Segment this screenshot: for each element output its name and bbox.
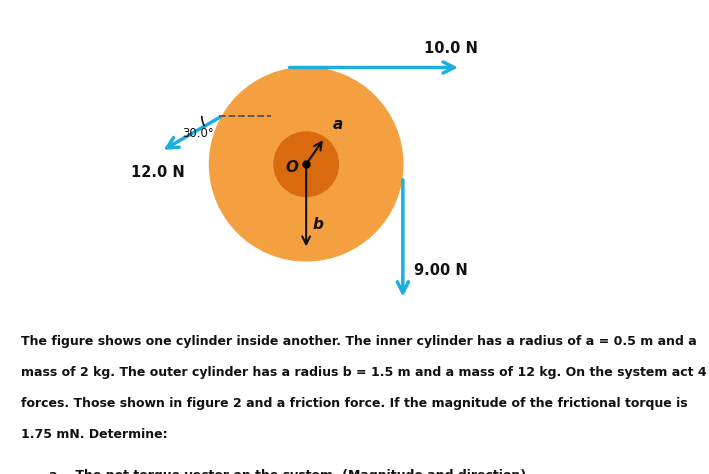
Text: The figure shows one cylinder inside another. The inner cylinder has a radius of: The figure shows one cylinder inside ano… — [21, 335, 697, 347]
Text: b: b — [313, 217, 323, 232]
Text: 30.0°: 30.0° — [182, 128, 214, 140]
Text: mass of 2 kg. The outer cylinder has a radius b = 1.5 m and a mass of 12 kg. On : mass of 2 kg. The outer cylinder has a r… — [21, 366, 707, 379]
Text: 9.00 N: 9.00 N — [415, 263, 468, 278]
Text: O: O — [286, 160, 298, 175]
Text: 12.0 N: 12.0 N — [131, 165, 184, 181]
Circle shape — [274, 132, 338, 196]
Text: a.   The net torque vector on the system. (Magnitude and direction): a. The net torque vector on the system. … — [48, 469, 525, 474]
Circle shape — [209, 67, 403, 261]
Text: 10.0 N: 10.0 N — [424, 41, 478, 56]
Text: a: a — [333, 117, 342, 132]
Text: forces. Those shown in figure 2 and a friction force. If the magnitude of the fr: forces. Those shown in figure 2 and a fr… — [21, 397, 688, 410]
Text: 1.75 mN. Determine:: 1.75 mN. Determine: — [21, 428, 168, 441]
